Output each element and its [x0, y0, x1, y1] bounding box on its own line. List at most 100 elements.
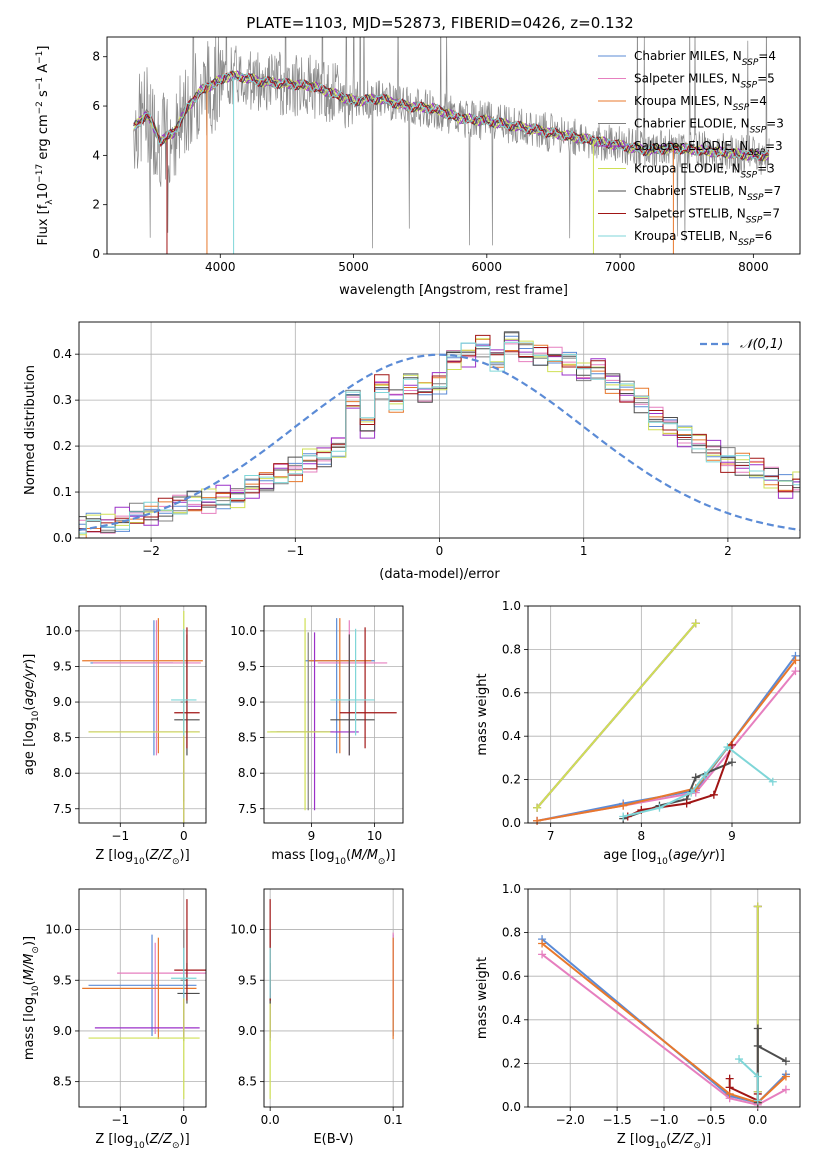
y-tick-label: 9.0 [53, 695, 72, 709]
y-tick-label: 9.5 [238, 973, 257, 987]
legend-label: Salpeter ELODIE, NSSP=3 [634, 139, 783, 158]
normal-curve [79, 353, 800, 531]
x-tick-label: −1.5 [603, 1113, 632, 1127]
weight-series-line [536, 659, 797, 822]
y-tick-label: 0.6 [502, 969, 521, 983]
x-tick-label: 0 [180, 1113, 188, 1127]
y-tick-label: 8.0 [238, 766, 257, 780]
axes-frame [527, 605, 801, 824]
y-tick-label: 10.0 [230, 624, 257, 638]
y-tick-label: 0 [92, 247, 100, 261]
x-tick-label: 8 [638, 829, 646, 843]
x-tick-label: 1 [580, 544, 588, 558]
y-axis-label: Flux [fλ10−17 erg cm−2 s−1 A−1] [35, 46, 55, 246]
x-tick-label: 10 [367, 829, 382, 843]
y-tick-label: 10.0 [45, 923, 72, 937]
y-tick-label: 9.5 [53, 659, 72, 673]
y-tick-label: 8.0 [53, 766, 72, 780]
y-tick-label: 0.1 [53, 485, 72, 499]
axes-frame [527, 888, 801, 1108]
x-axis-label: Z [log10(Z/Z⊙)] [617, 1132, 711, 1151]
legend-label: Chabrier ELODIE, NSSP=3 [634, 117, 784, 136]
y-tick-label: 0.0 [502, 816, 521, 830]
residuals-axes: −2 −1 0 1 2 0.0 0.1 0.2 0.3 0.4 (data-model)/error… [23, 321, 801, 582]
weight-point-marker [735, 1055, 744, 1064]
weight-point-marker [691, 773, 700, 782]
weight-series-line [541, 953, 787, 1106]
y-axis-label: mass weight [475, 957, 490, 1039]
x-tick-label: 5000 [338, 260, 369, 274]
weight-vs-metallicity-axes: −2.0 −1.5 −1.0 −0.5 0.0 0.0 0.2 0.4 0.6 0.8 1.0 Z [… [475, 882, 801, 1151]
y-tick-label: 10.0 [45, 624, 72, 638]
x-tick-label: −2.0 [556, 1113, 585, 1127]
x-axis-label: (data-model)/error [379, 567, 500, 582]
y-tick-label: 2 [92, 198, 100, 212]
weight-point-marker [753, 1024, 762, 1033]
y-tick-label: 4 [92, 148, 100, 162]
weight-point-marker [725, 1083, 734, 1092]
y-axis-label: Normed distribution [23, 365, 38, 495]
weight-point-marker [619, 801, 628, 810]
y-tick-label: 8.5 [53, 1075, 72, 1089]
axes-frame [106, 36, 801, 255]
weight-point-marker [728, 740, 736, 749]
histogram-step [79, 338, 800, 538]
y-tick-label: 9.0 [238, 1024, 257, 1038]
weight-point-marker [753, 1096, 762, 1105]
y-tick-label: 8.5 [238, 1075, 257, 1089]
x-axis-label: Z [log10(Z/Z⊙)] [95, 1132, 189, 1151]
y-tick-label: 0.0 [502, 1100, 521, 1114]
histogram-step [79, 339, 800, 533]
axes-frame [78, 888, 207, 1108]
legend-label: Kroupa ELODIE, NSSP=3 [634, 162, 775, 181]
weight-point-marker [533, 816, 542, 825]
weight-point-marker [723, 743, 732, 752]
y-tick-label: 7.5 [53, 802, 72, 816]
histogram-step [79, 341, 800, 534]
y-tick-label: 0.2 [502, 773, 521, 787]
weight-point-marker [655, 803, 664, 812]
legend-label: Chabrier MILES, NSSP=4 [634, 49, 776, 68]
y-tick-label: 0.0 [53, 531, 72, 545]
figure-title: PLATE=1103, MJD=52873, FIBERID=0426, z=0… [246, 14, 633, 32]
weight-point-marker [682, 799, 691, 808]
weight-point-marker [781, 1085, 790, 1094]
x-tick-label: 9 [728, 829, 736, 843]
mass-vs-ebv-axes: 0.0 0.1 8.5 9.0 9.5 10.0 E(B-V) [230, 888, 404, 1147]
spectrum-model-line [133, 72, 769, 161]
histogram-step [79, 334, 800, 533]
weight-series-line [536, 670, 797, 822]
x-tick-label: −2 [142, 544, 160, 558]
y-tick-label: 9.5 [53, 973, 72, 987]
y-tick-label: 1.0 [502, 882, 521, 896]
y-tick-label: 10.0 [230, 923, 257, 937]
y-tick-label: 0.4 [502, 729, 521, 743]
x-tick-label: 9 [308, 829, 316, 843]
axes-frame [78, 321, 801, 539]
x-axis-label: wavelength [Angstrom, rest frame] [339, 283, 568, 298]
y-tick-label: 0.8 [502, 642, 521, 656]
weight-point-marker [687, 788, 696, 797]
x-tick-label: 8000 [738, 260, 769, 274]
x-tick-label: 7 [547, 829, 555, 843]
y-tick-label: 0.2 [53, 439, 72, 453]
x-tick-label: 0.0 [261, 1113, 280, 1127]
legend-label: Kroupa STELIB, NSSP=6 [634, 229, 772, 248]
weight-point-marker [700, 771, 709, 780]
age-vs-mass-axes: 9 10 7.5 8.0 8.5 9.0 9.5 10.0 mass [log10(M/M⊙)] [230, 605, 404, 867]
x-tick-label: 0.1 [384, 1113, 403, 1127]
weight-point-marker [781, 1057, 790, 1066]
axes-frame [263, 605, 404, 824]
weight-point-marker [709, 790, 718, 799]
x-axis-label: E(B-V) [313, 1132, 353, 1147]
x-tick-label: 0 [436, 544, 444, 558]
axes-frame [78, 605, 207, 824]
y-tick-label: 8.5 [238, 731, 257, 745]
x-tick-label: 0 [180, 829, 188, 843]
x-axis-label: age [log10(age/yr)] [603, 848, 725, 867]
y-tick-label: 9.5 [238, 659, 257, 673]
weight-point-marker [791, 656, 800, 665]
y-tick-label: 0.6 [502, 686, 521, 700]
x-tick-label: −1 [111, 829, 129, 843]
weight-point-marker [533, 803, 542, 812]
